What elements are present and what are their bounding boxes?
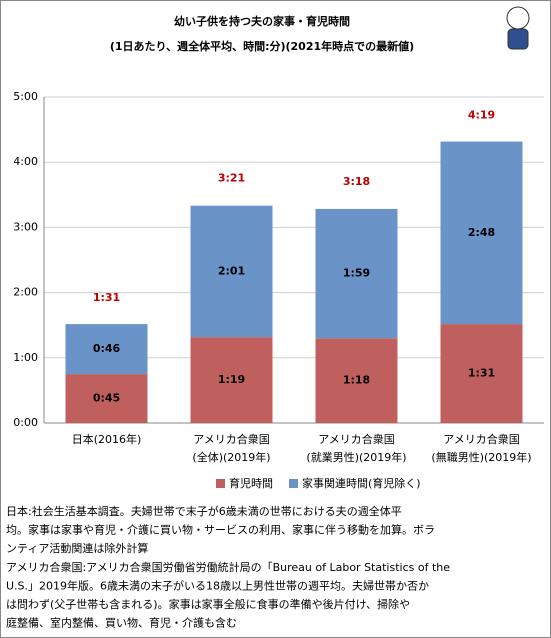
x-tick-label: (無職男性)(2019年) bbox=[431, 450, 531, 464]
y-tick-label: 3:00 bbox=[13, 220, 38, 233]
legend-label: 家事関連時間(育児除く) bbox=[302, 476, 421, 490]
value-label: 1:31 bbox=[468, 367, 495, 380]
legend-swatch bbox=[216, 479, 225, 488]
y-tick-label: 4:00 bbox=[13, 155, 38, 168]
note-line: アメリカ合衆国:アメリカ合衆国労働省労働統計局の「Bureau of Labor… bbox=[6, 560, 450, 574]
note-line: 日本:社会生活基本調査。夫婦世帯で末子が6歳未満の世帯における夫の週全体平 bbox=[6, 504, 402, 518]
x-tick-label: 日本(2016年) bbox=[72, 432, 142, 446]
total-label: 4:19 bbox=[468, 109, 495, 122]
y-tick-label: 5:00 bbox=[13, 90, 38, 103]
legend-label: 育児時間 bbox=[229, 476, 273, 490]
mascot-icon bbox=[506, 6, 530, 50]
value-label: 1:18 bbox=[343, 374, 370, 387]
note-line: 均。家事は家事や育児・介護に買い物・サービスの利用、家事に伴う移動を加算。ボラ bbox=[6, 523, 435, 537]
x-tick-label: (全体)(2019年) bbox=[192, 450, 270, 464]
note-line: ンティア活動関連は除外計算 bbox=[6, 541, 148, 555]
x-tick-label: アメリカ合衆国 bbox=[193, 432, 269, 446]
y-tick-label: 2:00 bbox=[13, 286, 38, 299]
bar-segment bbox=[65, 324, 148, 375]
value-label: 1:19 bbox=[218, 373, 245, 386]
total-label: 1:31 bbox=[93, 291, 120, 304]
y-tick-label: 1:00 bbox=[13, 351, 38, 364]
note-line: は問わず(父子世帯も含まれる)。家事は家事全般に食事の準備や後片付け、掃除や bbox=[6, 597, 410, 611]
value-label: 2:01 bbox=[218, 264, 245, 277]
value-label: 2:48 bbox=[468, 226, 495, 239]
x-tick-label: アメリカ合衆国 bbox=[318, 432, 394, 446]
bar-segment bbox=[315, 338, 398, 423]
bar-segment bbox=[315, 208, 398, 339]
bar-segment bbox=[440, 324, 523, 423]
chart-subtitle: (1日あたり、週全体平均、時間:分)(2021年時点での最新値) bbox=[110, 39, 414, 53]
value-label: 0:45 bbox=[93, 392, 120, 405]
bar-segment bbox=[190, 337, 273, 423]
value-label: 1:59 bbox=[343, 267, 370, 280]
x-tick-label: (就業男性)(2019年) bbox=[306, 450, 406, 464]
note-line: 庭整備、室内整備、買い物、育児・介護も含む bbox=[6, 616, 237, 630]
note-line: U.S.」2019年版。6歳未満の末子がいる18歳以上男性世帯の週平均。夫婦世帯… bbox=[6, 578, 429, 592]
x-tick-label: アメリカ合衆国 bbox=[443, 432, 519, 446]
bar-segment bbox=[440, 141, 523, 325]
chart-title: 幼い子供を持つ夫の家事・育児時間 bbox=[174, 14, 350, 28]
total-label: 3:18 bbox=[343, 175, 370, 188]
legend-swatch bbox=[289, 479, 298, 488]
bar-segment bbox=[190, 205, 273, 338]
bar-segment bbox=[65, 374, 148, 423]
total-label: 3:21 bbox=[218, 172, 245, 185]
value-label: 0:46 bbox=[93, 342, 121, 355]
y-tick-label: 0:00 bbox=[13, 416, 38, 429]
